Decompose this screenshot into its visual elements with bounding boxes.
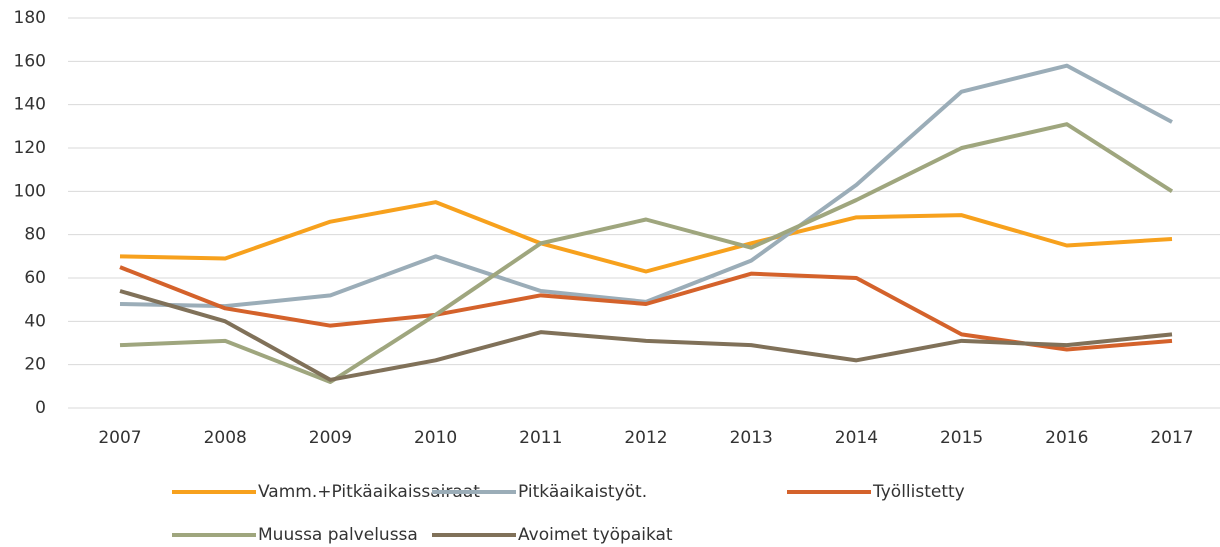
y-tick-label: 140 <box>14 95 46 115</box>
x-tick-label: 2011 <box>519 428 562 448</box>
x-tick-label: 2007 <box>98 428 141 448</box>
y-tick-label: 0 <box>35 398 46 418</box>
legend-label: Muussa palvelussa <box>258 525 418 545</box>
x-tick-label: 2013 <box>730 428 773 448</box>
x-tick-label: 2012 <box>624 428 667 448</box>
x-tick-label: 2009 <box>309 428 352 448</box>
line-series <box>119 122 1174 384</box>
legend-label: Avoimet työpaikat <box>518 525 673 545</box>
y-tick-label: 100 <box>14 181 46 201</box>
x-tick-label: 2015 <box>940 428 983 448</box>
legend-label: Pitkäaikaistyöt. <box>518 482 647 502</box>
legend-label: Työllistetty <box>872 482 965 502</box>
y-tick-label: 20 <box>24 355 46 375</box>
line-series <box>119 265 1173 352</box>
line-series <box>119 63 1173 309</box>
y-tick-label: 120 <box>14 138 46 158</box>
y-tick-label: 160 <box>14 51 46 71</box>
line-series <box>119 289 1173 382</box>
y-tick-label: 80 <box>24 225 46 245</box>
y-tick-label: 40 <box>24 311 46 331</box>
x-tick-label: 2010 <box>414 428 457 448</box>
line-series <box>119 200 1173 274</box>
x-tick-label: 2017 <box>1150 428 1193 448</box>
x-tick-label: 2014 <box>835 428 878 448</box>
x-tick-label: 2008 <box>204 428 247 448</box>
y-tick-label: 60 <box>24 268 46 288</box>
y-tick-label: 180 <box>14 8 46 28</box>
legend-label: Vamm.+Pitkäaikaissairaat <box>258 482 480 502</box>
x-tick-label: 2016 <box>1045 428 1088 448</box>
